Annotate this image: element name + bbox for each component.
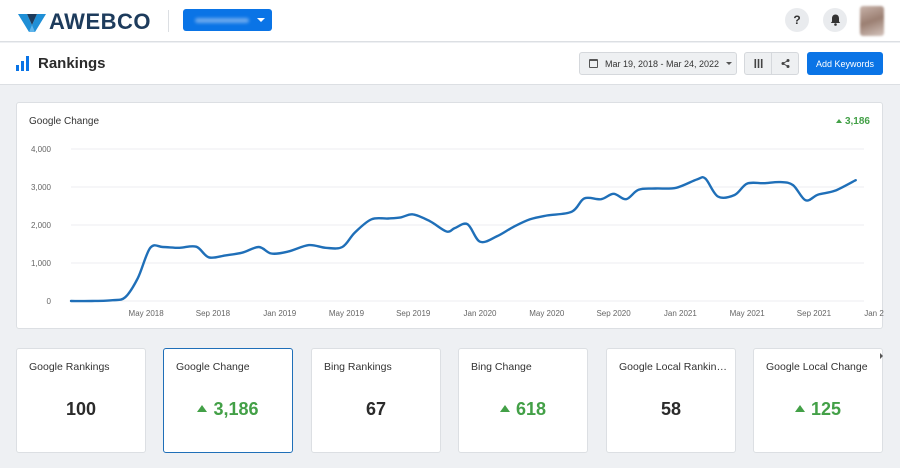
top-bar: AWEBCO ?	[0, 0, 900, 42]
bar-chart-icon	[16, 56, 32, 71]
x-axis-labels: May 2018 Sep 2018 Jan 2019 May 2019 Sep 2019…	[129, 309, 884, 318]
x-tick-label: Jan 2019	[263, 309, 296, 318]
x-tick-label: May 2021	[730, 309, 766, 318]
share-button[interactable]	[772, 53, 798, 74]
chart-change-badge: 3,186	[835, 116, 870, 127]
stat-card-google-change[interactable]: Google Change 3,186	[163, 348, 293, 453]
stat-card-bing-change[interactable]: Bing Change 618	[458, 348, 588, 453]
stat-value: 100	[65, 399, 97, 419]
line-chart: 0 1,000 2,000 3,000 4,000 May 2018 Sep 2018 Ja…	[31, 145, 884, 318]
notifications-button[interactable]	[823, 8, 847, 32]
add-keywords-button[interactable]: Add Keywords	[807, 52, 883, 75]
columns-icon	[754, 59, 762, 68]
x-tick-label: May 2019	[329, 309, 365, 318]
x-tick-label: May 2018	[129, 309, 165, 318]
stat-label: Bing Change	[471, 361, 532, 373]
account-selector[interactable]	[183, 9, 272, 31]
stat-label: Google Rankings	[29, 361, 110, 373]
stat-card-google-local-rankings[interactable]: Google Local Rankings 58	[606, 348, 736, 453]
date-range-label: Mar 19, 2018 - Mar 24, 2022	[605, 58, 720, 69]
x-tick-label: Jan 2021	[664, 309, 697, 318]
series-line-google-change	[69, 176, 857, 303]
chart-title: Google Change	[29, 116, 100, 127]
stat-value: 67	[365, 399, 387, 419]
stat-card-google-rankings[interactable]: Google Rankings 100	[16, 348, 146, 453]
logo[interactable]: AWEBCO	[18, 9, 151, 35]
x-tick-label: Sep 2019	[396, 309, 431, 318]
calendar-icon	[589, 59, 598, 68]
header-divider	[168, 10, 169, 32]
help-icon: ?	[793, 13, 801, 27]
user-avatar[interactable]	[860, 6, 884, 36]
y-tick-label: 3,000	[31, 183, 52, 192]
chart-change-value: 3,186	[844, 116, 870, 127]
account-name-redacted	[195, 18, 249, 23]
view-button-group	[744, 52, 799, 75]
logo-text: AWEBCO	[49, 9, 151, 34]
share-icon	[781, 59, 789, 68]
stat-label: Bing Rankings	[324, 361, 392, 373]
trend-up-icon	[197, 405, 208, 412]
stat-value: 3,186	[164, 399, 292, 420]
x-tick-label: Sep 2020	[596, 309, 631, 318]
caret-down-icon	[257, 18, 265, 22]
help-button[interactable]: ?	[785, 8, 809, 32]
trend-up-icon	[794, 405, 805, 412]
bell-icon	[830, 14, 840, 26]
x-tick-label: Sep 2018	[196, 309, 231, 318]
stat-label: Google Local Rankings	[619, 361, 727, 373]
trend-up-icon	[835, 119, 842, 123]
y-tick-label: 4,000	[31, 145, 52, 154]
stat-card-google-local-change[interactable]: Google Local Change 125	[753, 348, 883, 453]
stat-card-bing-rankings[interactable]: Bing Rankings 67	[311, 348, 441, 453]
y-tick-label: 0	[47, 297, 52, 306]
logo-icon	[18, 14, 46, 32]
y-tick-label: 1,000	[31, 259, 52, 268]
date-range-picker[interactable]: Mar 19, 2018 - Mar 24, 2022	[579, 52, 737, 75]
stat-value: 618	[459, 399, 587, 420]
columns-button[interactable]	[745, 53, 772, 74]
page-title: Rankings	[38, 55, 106, 72]
caret-down-icon	[726, 62, 733, 65]
page-header: Rankings Mar 19, 2018 - Mar 24, 2022 Add…	[0, 43, 900, 85]
stat-value: 125	[754, 399, 882, 420]
stat-label: Google Change	[176, 361, 250, 373]
x-tick-label: Jan 2020	[464, 309, 497, 318]
google-change-chart-card: Google Change 3,186 0 1,000 2,000 3,000 4,00…	[16, 102, 884, 329]
stat-value: 58	[660, 399, 682, 419]
y-axis-labels: 0 1,000 2,000 3,000 4,000	[31, 145, 52, 306]
y-tick-label: 2,000	[31, 221, 52, 230]
x-tick-label: May 2020	[529, 309, 565, 318]
grid-lines	[71, 148, 864, 302]
stat-label: Google Local Change	[766, 361, 868, 373]
trend-up-icon	[499, 405, 510, 412]
x-tick-label: Jan 2022	[864, 309, 884, 318]
scroll-right-icon[interactable]	[880, 353, 883, 359]
x-tick-label: Sep 2021	[797, 309, 832, 318]
